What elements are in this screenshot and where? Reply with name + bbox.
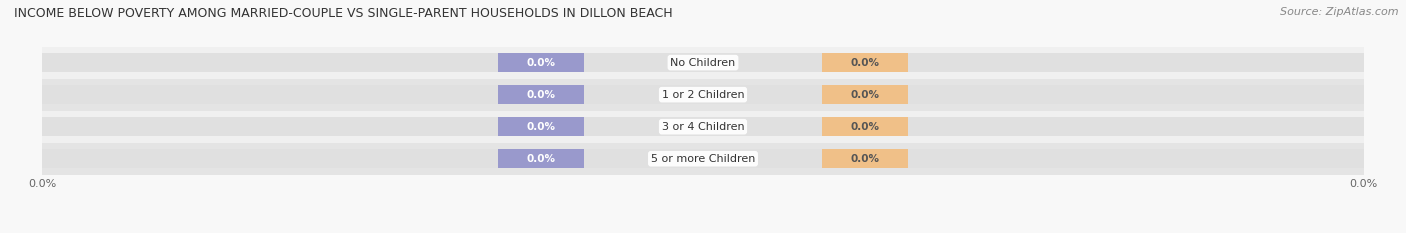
Bar bbox=[42, 149, 1364, 168]
Bar bbox=[498, 53, 583, 72]
Text: 0.0%: 0.0% bbox=[527, 154, 555, 164]
Bar bbox=[498, 117, 583, 136]
Bar bbox=[42, 79, 1364, 111]
Bar bbox=[498, 149, 583, 168]
Text: 3 or 4 Children: 3 or 4 Children bbox=[662, 122, 744, 132]
Bar bbox=[42, 47, 1364, 79]
Bar bbox=[823, 117, 908, 136]
Text: 0.0%: 0.0% bbox=[527, 58, 555, 68]
Text: Source: ZipAtlas.com: Source: ZipAtlas.com bbox=[1281, 7, 1399, 17]
Bar bbox=[42, 111, 1364, 143]
Bar bbox=[823, 53, 908, 72]
Text: 1 or 2 Children: 1 or 2 Children bbox=[662, 90, 744, 100]
Text: 0.0%: 0.0% bbox=[851, 122, 879, 132]
Text: No Children: No Children bbox=[671, 58, 735, 68]
Text: 0.0%: 0.0% bbox=[527, 122, 555, 132]
Bar bbox=[42, 53, 1364, 72]
Text: 0.0%: 0.0% bbox=[851, 58, 879, 68]
Text: 0.0%: 0.0% bbox=[851, 90, 879, 100]
Bar bbox=[498, 85, 583, 104]
Text: 0.0%: 0.0% bbox=[527, 90, 555, 100]
Bar bbox=[823, 85, 908, 104]
Bar bbox=[42, 117, 1364, 136]
Text: 5 or more Children: 5 or more Children bbox=[651, 154, 755, 164]
Bar bbox=[823, 149, 908, 168]
Bar bbox=[42, 143, 1364, 175]
Text: INCOME BELOW POVERTY AMONG MARRIED-COUPLE VS SINGLE-PARENT HOUSEHOLDS IN DILLON : INCOME BELOW POVERTY AMONG MARRIED-COUPL… bbox=[14, 7, 672, 20]
Text: 0.0%: 0.0% bbox=[851, 154, 879, 164]
Bar bbox=[42, 85, 1364, 104]
